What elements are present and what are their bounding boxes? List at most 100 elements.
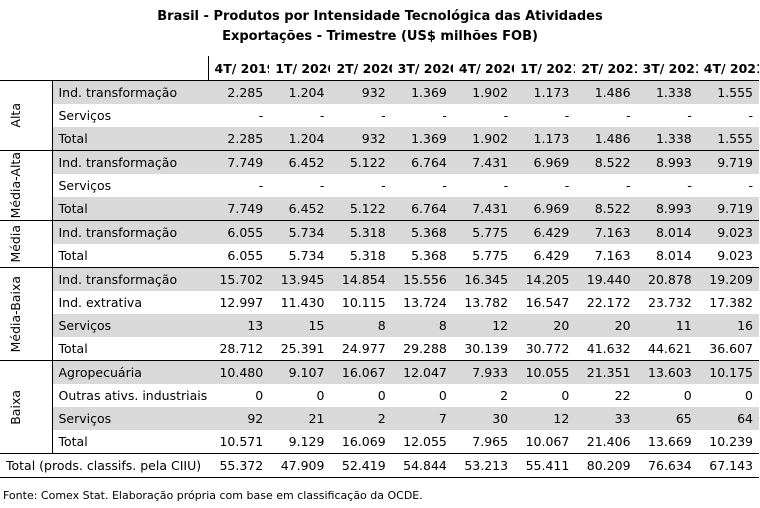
value-cell: 10.239 [709,434,753,449]
value-cell: 65 [636,407,698,430]
data-row: Baixa Agropecuária 10.480 9.107 16.067 12.047… [0,360,759,454]
row-label: Total [51,197,208,221]
data-row: Média-Baixa Ind. transformação 15.702 13.94… [0,267,759,361]
value-cell: 41.632 [586,341,631,356]
value-cell: 8.014 [655,248,692,263]
value-cell: 5.318 [349,248,386,263]
value-cell: 5.775 [452,220,515,244]
row-label: Outras ativs. industriais [51,384,208,407]
value-cell: 92 [208,407,270,430]
value-cell: 11.430 [280,295,325,310]
value-cell: 7.933 [452,360,515,384]
value-cell: 5.122 [330,197,392,221]
value-cell: 16.547 [525,295,570,310]
value-cell: - [503,178,509,193]
column-header: 3T/ 2020 [391,56,453,81]
value-cell: 7.965 [472,434,509,449]
value-cell: 6.055 [208,220,270,244]
value-cell: 17.382 [709,295,753,310]
value-cell: 5.122 [330,150,392,174]
value-cell: 9.719 [697,150,759,174]
value-cell: 64 [697,407,759,430]
group-cell: Média-Alta [0,150,53,221]
value-cell: 15.702 [208,267,270,291]
value-cell: 6.764 [391,150,453,174]
value-cell: - [626,178,631,193]
value-cell: 9.719 [697,197,759,221]
group-label: Alta [7,103,23,128]
data-row: Total 2.285 1.204 932 1.369 1.902 1.173 1.486 1.… [0,127,759,151]
value-cell: 6.452 [269,150,331,174]
value-cell: 8 [330,314,392,337]
value-cell: 7.431 [452,150,515,174]
value-cell: 22 [614,388,631,403]
value-cell: 0 [745,388,753,403]
data-row: Outras ativs. industriais 0 0 0 0 2 0 22 0 0 [0,384,759,407]
value-cell: - [564,108,570,123]
row-label: Ind. transformação [51,150,208,174]
value-cell: 8.993 [636,150,698,174]
value-cell: 6.969 [514,197,576,221]
value-cell: 13.724 [403,295,447,310]
value-cell: 16 [697,314,759,337]
value-cell: 9.107 [269,360,331,384]
value-cell: 12.055 [403,434,447,449]
value-cell: 8.993 [636,197,698,221]
value-cell: 7.431 [452,197,515,221]
value-cell: 14.205 [514,267,576,291]
row-label: Serviços [51,314,208,337]
group-cell: Média-Baixa [0,267,53,361]
value-cell: 5.368 [391,220,453,244]
value-cell: 2 [330,407,392,430]
value-cell: 20 [575,314,637,337]
value-cell: 7.163 [594,248,631,263]
value-cell: 6.764 [391,197,453,221]
total-value: 67.143 [697,453,759,478]
row-label: Ind. transformação [51,267,208,291]
value-cell: 14.854 [330,267,392,291]
value-cell: 12 [452,314,515,337]
value-cell: 1.204 [269,127,331,151]
value-cell: 6.429 [533,248,570,263]
value-cell: 1.555 [697,80,759,104]
value-cell: - [748,178,753,193]
value-cell: 1.486 [575,80,637,104]
value-cell: - [319,178,325,193]
value-cell: 5.734 [269,220,331,244]
value-cell: 7.163 [575,220,637,244]
row-label: Ind. transformação [51,80,208,104]
total-value: 55.372 [208,453,270,478]
value-cell: 0 [438,388,447,403]
value-cell: 2.285 [208,80,270,104]
data-row: Total 6.055 5.734 5.318 5.368 5.775 6.429 7.163… [0,244,759,268]
value-cell: 1.338 [636,80,698,104]
value-cell: 2.285 [208,127,270,151]
value-cell: 8.522 [575,150,637,174]
column-header: 4T/ 2019 [208,56,270,81]
value-cell: 5.368 [411,248,447,263]
value-cell: 20.878 [636,267,698,291]
data-row: Alta Ind. transformação 2.285 1.204 932 1.369… [0,80,759,151]
value-cell: 8.522 [575,197,637,221]
footer: Fonte: Comex Stat. Elaboração própria co… [3,489,423,502]
value-cell: 1.204 [269,80,331,104]
group-cell: Baixa [0,360,53,454]
group-label: Média-Alta [7,152,23,219]
value-cell: 10.480 [208,360,270,384]
value-cell: 11 [636,314,698,337]
value-cell: 22.172 [586,295,631,310]
data-row: Total 10.571 9.129 16.069 12.055 7.965 10.067 2… [0,430,759,454]
value-cell: 19.440 [575,267,637,291]
value-cell: 0 [255,388,264,403]
value-cell: 9.129 [288,434,325,449]
value-cell: 30 [452,407,515,430]
value-cell: 13.782 [464,295,509,310]
row-label: Total [51,127,208,151]
row-label: Agropecuária [51,360,208,384]
column-header: 1T/ 2020 [269,56,331,81]
value-cell: 1.555 [697,127,759,151]
value-cell: 13 [208,314,270,337]
